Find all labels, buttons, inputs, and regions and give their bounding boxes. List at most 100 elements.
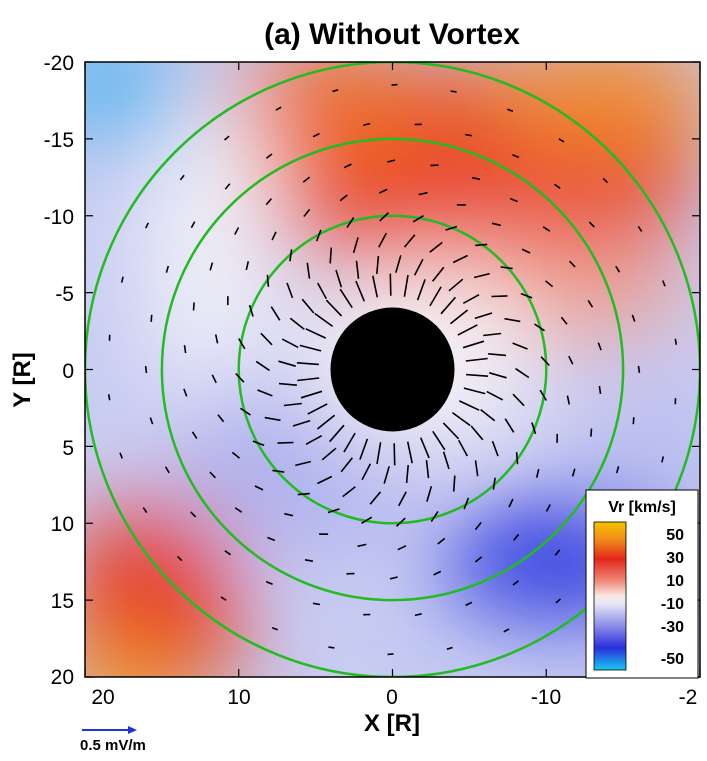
vector-arrow	[387, 159, 396, 163]
vector-arrow	[492, 477, 496, 490]
vector-arrow	[357, 543, 367, 548]
vector-arrow	[315, 229, 322, 242]
vector-arrow	[275, 106, 282, 111]
y-axis-label: Y [R]	[9, 352, 36, 408]
vector-arrow	[520, 292, 533, 299]
y-tick-2: -10	[44, 206, 74, 229]
velocity-field	[85, 62, 700, 677]
vector-arrow	[316, 414, 336, 430]
vector-arrow	[325, 299, 343, 317]
vector-arrow	[535, 468, 540, 478]
vector-arrow	[192, 302, 195, 311]
vector-arrow	[176, 555, 183, 562]
vector-arrow	[474, 521, 482, 531]
vector-arrow	[661, 456, 665, 463]
vector-arrow	[509, 197, 518, 203]
vector-arrow	[419, 437, 430, 459]
vector-arrow	[637, 225, 643, 232]
vector-arrow	[458, 400, 480, 411]
vector-arrow	[307, 403, 328, 415]
vector-arrow	[465, 601, 473, 607]
vector-arrow	[372, 275, 379, 298]
vector-arrow	[376, 255, 380, 274]
vector-arrow	[144, 222, 150, 229]
vector-arrow	[248, 304, 254, 317]
vector-arrow	[471, 177, 481, 180]
chart-title: (a) Without Vortex	[264, 18, 520, 51]
vector-arrow	[457, 439, 469, 457]
vector-arrow	[376, 442, 382, 465]
vector-arrow	[615, 466, 620, 474]
vector-arrow	[119, 452, 124, 459]
vector-arrow	[602, 177, 609, 184]
vector-arrow	[300, 390, 323, 399]
vector-arrow	[554, 183, 561, 189]
vector-arrow	[361, 516, 373, 524]
vector-arrow	[329, 247, 333, 264]
vector-arrow	[303, 208, 311, 218]
vector-arrow	[283, 402, 302, 407]
vector-arrow	[299, 344, 322, 352]
vector-arrow	[544, 280, 554, 288]
colorbar-label-2: 10	[666, 573, 684, 590]
vector-arrow	[312, 132, 320, 138]
x-tick-4: -2	[679, 686, 698, 709]
vector-arrow	[445, 225, 458, 231]
vector-arrow	[661, 280, 666, 287]
vector-arrow	[289, 249, 293, 262]
vector-arrow	[464, 133, 473, 137]
vector-arrow	[474, 556, 483, 563]
colorbar-gradient	[593, 521, 627, 671]
y-tick-6: 10	[51, 513, 74, 536]
vector-arrow	[281, 338, 299, 349]
vector-arrow	[316, 282, 328, 300]
vector-arrow	[451, 411, 471, 427]
vector-arrow	[480, 408, 496, 422]
vector-arrow	[534, 323, 545, 332]
vector-arrow	[254, 485, 264, 491]
vector-arrow	[437, 537, 446, 545]
vector-arrow	[403, 234, 416, 248]
vector-arrow	[355, 260, 360, 279]
vector-arrow	[305, 328, 327, 339]
vector-arrow	[343, 432, 356, 453]
vector-arrow	[383, 466, 390, 484]
vector-arrow	[378, 232, 388, 248]
vector-arrow	[190, 511, 197, 518]
y-tick-0: -20	[44, 52, 74, 75]
vector-arrow	[631, 314, 636, 322]
vector-arrow	[442, 451, 450, 470]
vector-arrow	[271, 626, 278, 631]
vector-arrow	[397, 491, 407, 507]
vector-arrow	[473, 272, 490, 279]
vector-arrow	[430, 511, 439, 522]
vector-arrow	[615, 265, 621, 273]
vector-arrow	[397, 545, 407, 551]
vector-arrow	[327, 508, 340, 514]
vector-arrow	[463, 497, 470, 510]
vector-arrow	[255, 360, 270, 372]
vector-arrow	[512, 393, 525, 407]
vector-arrow	[277, 441, 294, 444]
vector-arrow	[265, 198, 273, 206]
vector-arrow	[414, 613, 422, 617]
x-axis-label: X [R]	[364, 710, 420, 737]
vector-arrow	[426, 485, 433, 502]
vector-arrow	[296, 362, 319, 366]
vector-arrow	[240, 407, 251, 416]
vector-arrow	[217, 414, 225, 423]
vector-arrow	[462, 340, 485, 349]
y-tick-3: -5	[55, 283, 74, 306]
vector-arrow	[120, 276, 124, 283]
vector-arrow	[295, 460, 312, 467]
vector-arrow	[314, 312, 334, 328]
vector-arrow	[542, 226, 551, 232]
vector-arrow	[355, 280, 366, 302]
x-tick-0: 20	[91, 686, 114, 709]
vector-arrow	[297, 492, 310, 496]
colorbar-label-1: 30	[666, 550, 684, 567]
vector-arrow	[321, 447, 337, 461]
vector-arrow	[304, 559, 314, 562]
vector-arrow	[379, 212, 390, 222]
vector-arrow	[378, 188, 388, 194]
